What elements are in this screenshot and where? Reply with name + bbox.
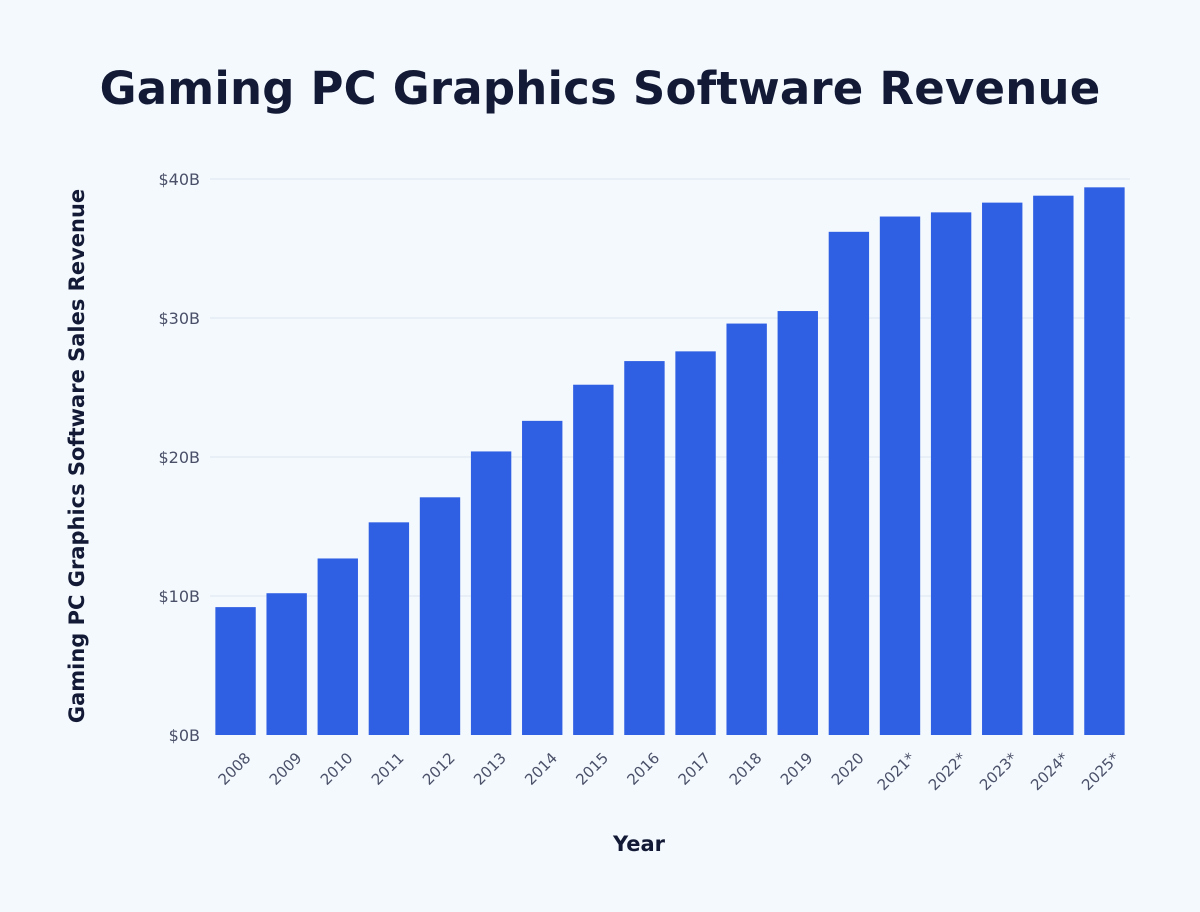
x-tick-label: 2024* — [1027, 749, 1072, 794]
bar — [675, 351, 716, 735]
x-tick-label: 2019 — [777, 749, 817, 789]
x-tick-label: 2016 — [623, 749, 663, 789]
grid-lines — [210, 178, 1130, 597]
bar — [879, 216, 921, 735]
y-tick-label: $40B — [158, 170, 200, 189]
bar — [982, 202, 1023, 735]
y-tick-label: $0B — [169, 726, 200, 745]
x-tick-label: 2008 — [215, 749, 255, 789]
bar-series — [215, 187, 1125, 736]
x-tick-label: 2012 — [419, 749, 459, 789]
bar — [930, 212, 972, 736]
bar — [470, 451, 512, 735]
x-tick-label: 2013 — [470, 749, 510, 789]
bar — [368, 522, 410, 735]
bar — [419, 497, 461, 735]
bar — [573, 384, 614, 735]
bar — [215, 607, 256, 735]
x-tick-label: 2023* — [976, 749, 1021, 794]
y-tick-label: $10B — [158, 587, 200, 606]
bar — [266, 593, 307, 735]
x-tick-label: 2009 — [266, 749, 306, 789]
x-tick-label: 2017 — [675, 749, 715, 789]
bar — [522, 420, 563, 735]
x-tick-label: 2025* — [1078, 749, 1123, 794]
bar — [726, 323, 767, 735]
bar — [1033, 195, 1074, 735]
x-tick-label: 2021* — [874, 749, 919, 794]
bar — [1084, 187, 1125, 736]
x-tick-label: 2011 — [368, 749, 408, 789]
bar — [317, 558, 358, 735]
x-axis-ticks: 2008 2009 2010 2011 2012 2013 2014 2015 2016 2017… — [215, 749, 1124, 794]
y-axis-title: Gaming PC Graphics Software Sales Revenu… — [65, 189, 89, 723]
x-tick-label: 2020 — [828, 749, 868, 789]
x-tick-label: 2022* — [925, 749, 970, 794]
bar — [777, 311, 818, 735]
chart-title: Gaming PC Graphics Software Revenue — [99, 62, 1101, 115]
x-tick-label: 2015 — [572, 749, 612, 789]
bar — [624, 361, 665, 735]
y-tick-label: $30B — [158, 309, 200, 328]
x-axis-title: Year — [612, 832, 666, 856]
x-tick-label: 2014 — [521, 749, 561, 789]
x-tick-label: 2018 — [726, 749, 766, 789]
y-tick-label: $20B — [158, 448, 200, 467]
x-tick-label: 2010 — [317, 749, 357, 789]
y-axis-ticks: $0B $10B $20B $30B $40B — [158, 170, 200, 745]
bar — [828, 231, 870, 735]
